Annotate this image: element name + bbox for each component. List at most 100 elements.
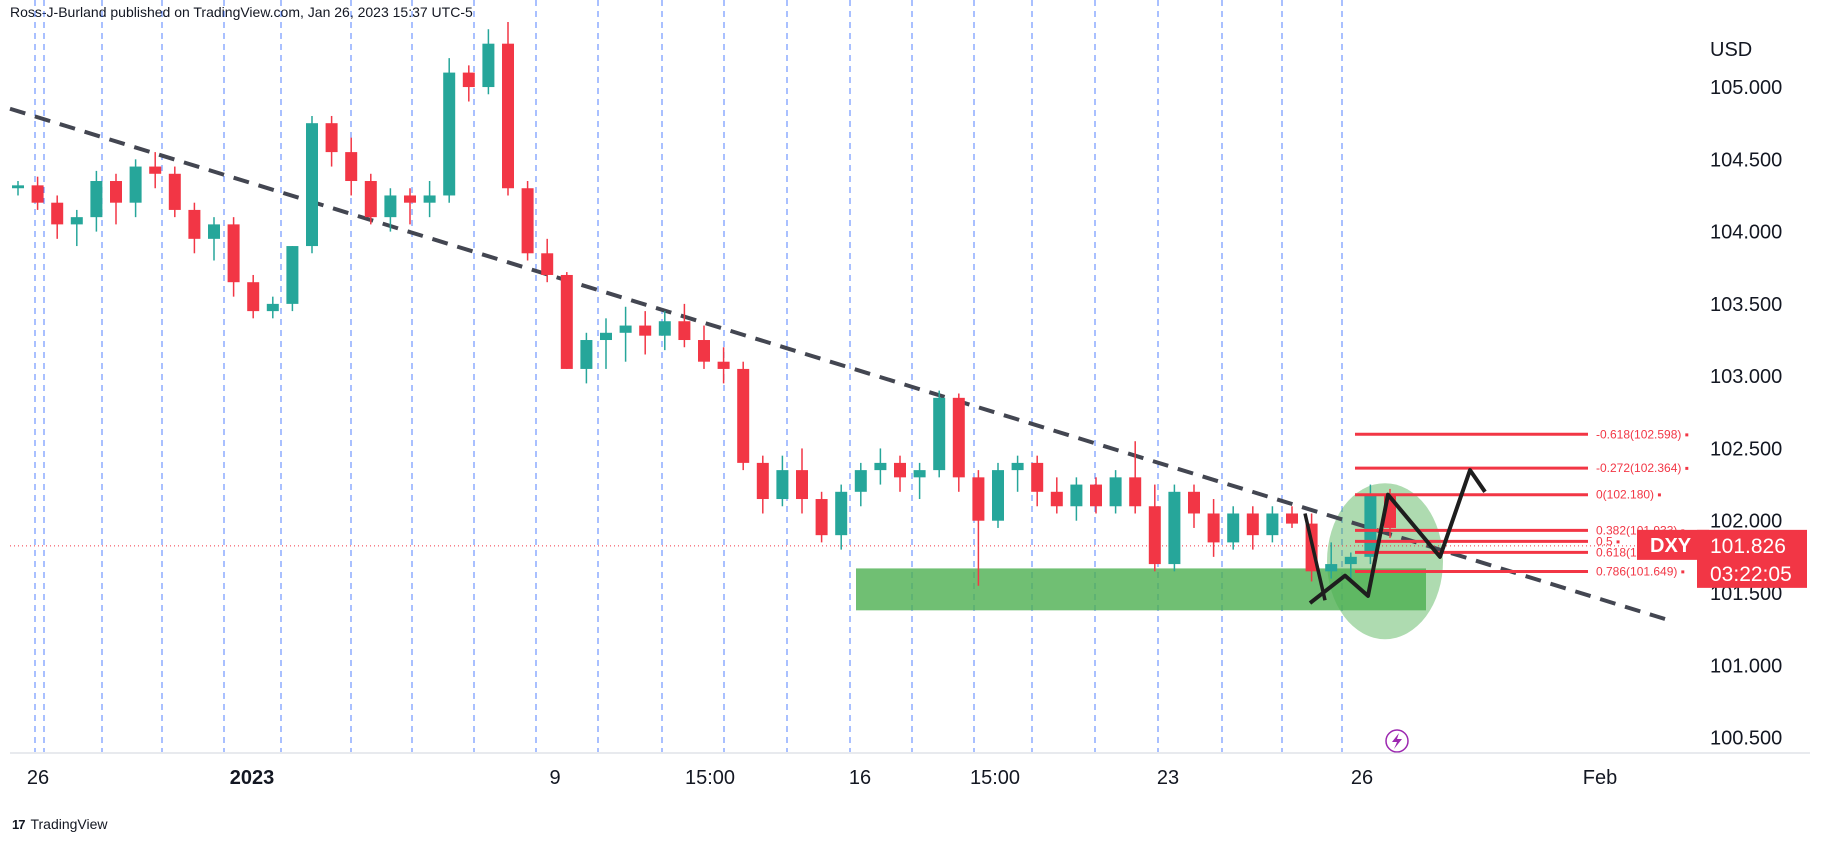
tradingview-brand: TradingView [30, 816, 108, 832]
candle [521, 181, 534, 261]
candle-body [560, 274, 573, 369]
tradingview-logo[interactable]: 17 TradingView [12, 816, 108, 832]
candle-body [619, 325, 632, 333]
candle [737, 361, 750, 471]
candle-body [1129, 477, 1142, 507]
candle-body [678, 321, 691, 341]
candle-body [325, 123, 338, 153]
candle [306, 115, 318, 254]
fib-level: 0.786(101.649) ▪ [1355, 564, 1685, 578]
candle [462, 65, 475, 102]
last-price-tag: DXY 101.826 03:22:05 [1637, 529, 1807, 588]
candle-body [129, 166, 142, 203]
fib-level: -0.272(102.364) ▪ [1355, 461, 1689, 475]
candle-body [698, 340, 710, 362]
candle [1344, 552, 1357, 579]
fib-level: 0(102.180) ▪ [1355, 488, 1662, 502]
candle [168, 166, 181, 218]
candle [992, 462, 1004, 528]
projection-tail [1303, 513, 1327, 601]
candle [1246, 506, 1259, 550]
candle-body [521, 188, 534, 254]
symbol-text: DXY [1650, 535, 1692, 557]
candle-body [364, 181, 377, 218]
candle [874, 448, 887, 485]
candle-body [1364, 494, 1377, 557]
candle-body [247, 282, 260, 312]
candle [502, 22, 514, 196]
fib-label: 0.5 ▪ [1596, 534, 1620, 548]
time-tick: 15:00 [685, 767, 735, 789]
candle [580, 332, 593, 384]
candle [1031, 455, 1044, 507]
candle [835, 484, 848, 550]
candle-body [208, 224, 220, 239]
candle-body [933, 397, 946, 471]
time-tick: 23 [1157, 767, 1179, 789]
candle [678, 303, 691, 348]
candle [12, 181, 24, 196]
candle-body [1188, 491, 1200, 514]
tv-logo-icon: 17 [12, 816, 26, 832]
fib-level: -0.618(102.598) ▪ [1355, 427, 1689, 441]
candle [1109, 470, 1122, 514]
candle [933, 390, 946, 478]
candle [756, 455, 769, 514]
candles [12, 22, 1396, 586]
candle [345, 137, 358, 196]
candle-body [345, 152, 358, 182]
price-tick: 101.000 [1710, 655, 1782, 677]
candle-body [1168, 491, 1181, 565]
downtrend-line [9, 106, 1666, 621]
candle-body [1344, 556, 1357, 565]
vertical-gridlines [34, 0, 1343, 752]
projection-path [1303, 468, 1487, 753]
candle-body [1050, 491, 1063, 507]
candle [913, 462, 926, 500]
time-tick: 26 [27, 767, 49, 789]
candle [639, 311, 652, 355]
candle-body [658, 321, 671, 336]
candle-body [1031, 462, 1044, 492]
candle-body [580, 340, 593, 369]
candle-body [110, 181, 122, 203]
candle-body [894, 462, 906, 478]
candle-body [541, 253, 554, 275]
time-tick: 2023 [230, 767, 275, 789]
fib-label: 0(102.180) ▪ [1596, 488, 1662, 502]
candle [129, 159, 142, 218]
time-tick: Feb [1583, 767, 1617, 789]
candle-body [854, 470, 867, 492]
candle [1070, 477, 1083, 521]
candle [854, 462, 867, 507]
candle-body [149, 166, 162, 174]
candle-body [462, 72, 475, 88]
last-price-value: 101.826 [1710, 535, 1786, 558]
candle [188, 202, 201, 254]
lightning-icon [1385, 729, 1409, 753]
publisher-credit: Ross-J-Burland published on TradingView.… [10, 4, 473, 20]
candle [31, 176, 44, 210]
candle-body [639, 325, 652, 336]
time-tick: 16 [849, 767, 871, 789]
price-axis: USD 105.000 104.500 104.000 103.500 103.000 10… [1710, 39, 1782, 750]
candle-body [874, 462, 887, 471]
candle [1325, 542, 1338, 579]
candle-body [51, 202, 64, 225]
price-tick: 104.000 [1710, 222, 1782, 244]
candle-body [796, 470, 808, 500]
fib-label: -0.618(102.598) ▪ [1596, 427, 1689, 441]
candle [90, 170, 103, 232]
candle-body [913, 470, 926, 478]
candle [247, 274, 260, 319]
candle [70, 209, 83, 247]
price-tick: 104.500 [1710, 149, 1782, 171]
lightning-bolt [1392, 733, 1402, 749]
candle-body [972, 477, 985, 521]
candle [560, 272, 573, 369]
candle-body [1011, 462, 1024, 471]
candle-body [952, 397, 965, 478]
symbol-price-tag: DXY 101.826 03:22:05 [1637, 529, 1807, 588]
candle [1148, 484, 1161, 572]
